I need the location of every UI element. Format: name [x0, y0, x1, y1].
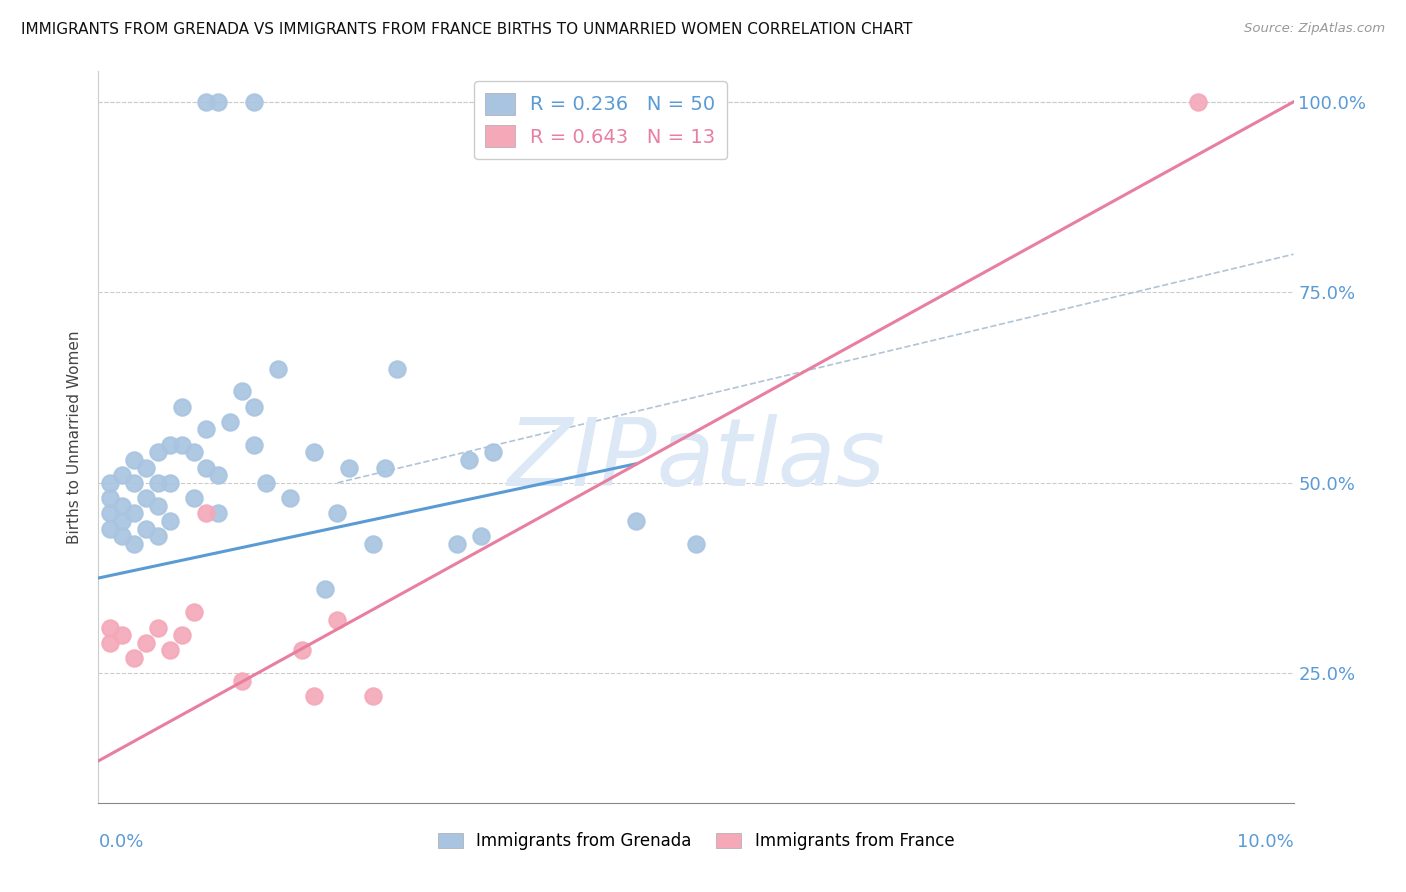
Point	[111, 514, 134, 528]
Point	[98, 475, 122, 490]
Text: Source: ZipAtlas.com: Source: ZipAtlas.com	[1244, 22, 1385, 36]
Text: IMMIGRANTS FROM GRENADA VS IMMIGRANTS FROM FRANCE BIRTHS TO UNMARRIED WOMEN CORR: IMMIGRANTS FROM GRENADA VS IMMIGRANTS FR…	[21, 22, 912, 37]
Point	[231, 673, 253, 688]
Point	[172, 628, 194, 642]
Point	[243, 400, 266, 414]
Point	[159, 643, 181, 657]
Point	[172, 400, 194, 414]
Point	[195, 95, 218, 109]
Point	[315, 582, 337, 597]
Point	[243, 438, 266, 452]
Point	[470, 529, 492, 543]
Point	[254, 475, 277, 490]
Point	[267, 361, 290, 376]
Point	[207, 506, 229, 520]
Point	[302, 689, 325, 703]
Point	[183, 445, 205, 459]
Point	[148, 621, 170, 635]
Point	[374, 460, 396, 475]
Text: 10.0%: 10.0%	[1237, 833, 1294, 851]
Point	[291, 643, 314, 657]
Point	[124, 475, 146, 490]
Y-axis label: Births to Unmarried Women: Births to Unmarried Women	[67, 330, 83, 544]
Point	[148, 529, 170, 543]
Point	[111, 529, 134, 543]
Point	[326, 506, 349, 520]
Legend: Immigrants from Grenada, Immigrants from France: Immigrants from Grenada, Immigrants from…	[432, 825, 960, 856]
Point	[195, 460, 218, 475]
Point	[111, 468, 134, 483]
Point	[195, 506, 218, 520]
Point	[124, 537, 146, 551]
Point	[458, 453, 481, 467]
Point	[159, 475, 181, 490]
Point	[326, 613, 349, 627]
Point	[98, 506, 122, 520]
Point	[685, 537, 707, 551]
Point	[159, 514, 181, 528]
Point	[339, 460, 361, 475]
Point	[219, 415, 242, 429]
Point	[135, 521, 157, 535]
Point	[626, 514, 648, 528]
Point	[98, 491, 122, 505]
Point	[135, 460, 157, 475]
Point	[302, 445, 325, 459]
Point	[195, 422, 218, 436]
Point	[231, 384, 253, 399]
Point	[98, 521, 122, 535]
Point	[482, 445, 505, 459]
Point	[124, 506, 146, 520]
Point	[385, 361, 409, 376]
Point	[124, 651, 146, 665]
Point	[98, 636, 122, 650]
Point	[124, 453, 146, 467]
Point	[148, 499, 170, 513]
Point	[446, 537, 468, 551]
Point	[98, 621, 122, 635]
Point	[278, 491, 301, 505]
Point	[183, 605, 205, 619]
Point	[1187, 95, 1209, 109]
Text: ZIPatlas: ZIPatlas	[508, 414, 884, 505]
Point	[207, 468, 229, 483]
Point	[159, 438, 181, 452]
Point	[148, 475, 170, 490]
Text: 0.0%: 0.0%	[98, 833, 143, 851]
Point	[363, 537, 385, 551]
Point	[172, 438, 194, 452]
Point	[111, 499, 134, 513]
Point	[135, 636, 157, 650]
Point	[243, 95, 266, 109]
Point	[148, 445, 170, 459]
Point	[363, 689, 385, 703]
Point	[135, 491, 157, 505]
Point	[183, 491, 205, 505]
Point	[207, 95, 229, 109]
Point	[111, 628, 134, 642]
